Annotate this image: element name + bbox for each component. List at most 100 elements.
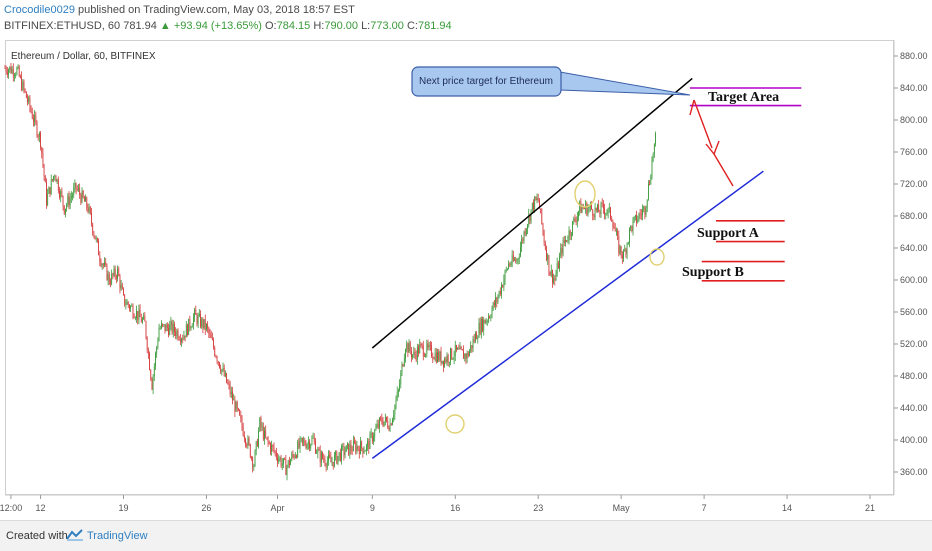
- candle-body: [221, 369, 223, 373]
- candle-body: [438, 352, 440, 361]
- candle-body: [400, 373, 402, 385]
- candle-body: [453, 355, 455, 359]
- publication-header: Crocodile0029 published on TradingView.c…: [0, 0, 932, 38]
- candle-body: [200, 314, 201, 327]
- candle-body: [104, 262, 105, 266]
- candle-body: [242, 426, 244, 436]
- candle-body: [535, 196, 537, 200]
- candle-body: [49, 187, 51, 195]
- price-chart[interactable]: Ethereum / Dollar, 60, BITFINEX 360.00 40…: [0, 0, 932, 520]
- candle-body: [280, 457, 282, 466]
- open-label: O:: [265, 20, 277, 32]
- candle-body: [247, 438, 249, 446]
- candle-body: [469, 350, 470, 356]
- candle-body: [624, 249, 626, 252]
- candle-body: [29, 97, 31, 108]
- candle-body: [403, 358, 405, 367]
- candle-body: [11, 68, 13, 74]
- candle-body: [620, 246, 622, 255]
- candle-body: [625, 249, 627, 254]
- candles: [4, 62, 656, 481]
- candle-body: [522, 239, 524, 241]
- candle-body: [493, 302, 495, 306]
- candle-body: [265, 430, 267, 438]
- candle-body: [357, 446, 359, 449]
- candle-body: [312, 437, 314, 439]
- candle-body: [569, 230, 571, 236]
- candle-body: [62, 195, 64, 206]
- candle-body: [274, 451, 276, 452]
- candle-body: [339, 452, 341, 461]
- candle-body: [179, 339, 181, 342]
- candle-body: [322, 452, 323, 459]
- candle-body: [390, 423, 392, 426]
- candle-body: [486, 320, 488, 322]
- candle-body: [443, 360, 444, 367]
- x-tick-label: May: [613, 503, 631, 513]
- candle-body: [613, 227, 615, 229]
- candle-body: [332, 461, 334, 467]
- candle-body: [347, 443, 348, 446]
- candle-body: [547, 255, 549, 260]
- low-label: L:: [361, 20, 371, 32]
- x-tick-label: 19: [118, 503, 128, 513]
- candle-body: [195, 309, 197, 315]
- candle-body: [350, 444, 352, 451]
- candle-body: [33, 118, 34, 122]
- x-tick-label: 16: [450, 503, 460, 513]
- candle-body: [431, 345, 432, 357]
- candle-body: [384, 416, 386, 422]
- candle-body: [447, 355, 449, 363]
- candle-body: [262, 426, 264, 440]
- candle-body: [578, 211, 579, 216]
- candle-body: [140, 316, 142, 323]
- candle-body: [233, 399, 235, 401]
- candle-body: [47, 193, 49, 205]
- candle-body: [408, 342, 410, 353]
- y-tick-label: 880.00: [900, 51, 928, 61]
- candle-body: [585, 203, 587, 209]
- candle-body: [169, 325, 171, 335]
- candle-body: [145, 321, 147, 338]
- candle-body: [235, 402, 237, 412]
- footer: Created with TradingView: [0, 520, 932, 551]
- candle-body: [594, 207, 596, 218]
- candle-body: [614, 228, 616, 232]
- candle-body: [239, 409, 241, 416]
- callout-box[interactable]: Next price target for Ethereum: [411, 66, 562, 97]
- candle-body: [557, 263, 559, 269]
- candle-body: [61, 191, 63, 196]
- candle-body: [632, 220, 634, 231]
- tradingview-brand[interactable]: TradingView: [87, 530, 148, 542]
- candle-body: [302, 438, 303, 442]
- candle-body: [147, 350, 149, 354]
- candle-body: [356, 446, 358, 452]
- candle-body: [300, 438, 302, 439]
- candle-body: [168, 328, 169, 335]
- candle-body: [79, 188, 81, 195]
- candle-body: [166, 324, 168, 329]
- symbol-line: BITFINEX:ETHUSD, 60: [4, 20, 121, 32]
- candle-body: [375, 427, 377, 431]
- x-tick-label: 14: [782, 503, 792, 513]
- candle-body: [38, 132, 40, 137]
- candle-body: [294, 455, 296, 458]
- candle-body: [630, 225, 632, 229]
- candle-body: [650, 177, 652, 185]
- candle-body: [491, 309, 493, 317]
- candle-body: [416, 346, 418, 360]
- candle-body: [81, 190, 83, 203]
- candle-body: [299, 438, 301, 448]
- candle-body: [21, 76, 22, 90]
- author-link[interactable]: Crocodile0029: [4, 4, 75, 16]
- candle-body: [23, 81, 25, 90]
- candle-body: [248, 438, 250, 445]
- y-tick-label: 640.00: [900, 243, 928, 253]
- candle-body: [480, 318, 482, 334]
- candle-body: [111, 273, 113, 284]
- candle-body: [466, 353, 468, 359]
- candle-body: [584, 208, 585, 209]
- candle-body: [616, 231, 617, 233]
- candle-body: [566, 240, 568, 242]
- candle-body: [394, 405, 396, 415]
